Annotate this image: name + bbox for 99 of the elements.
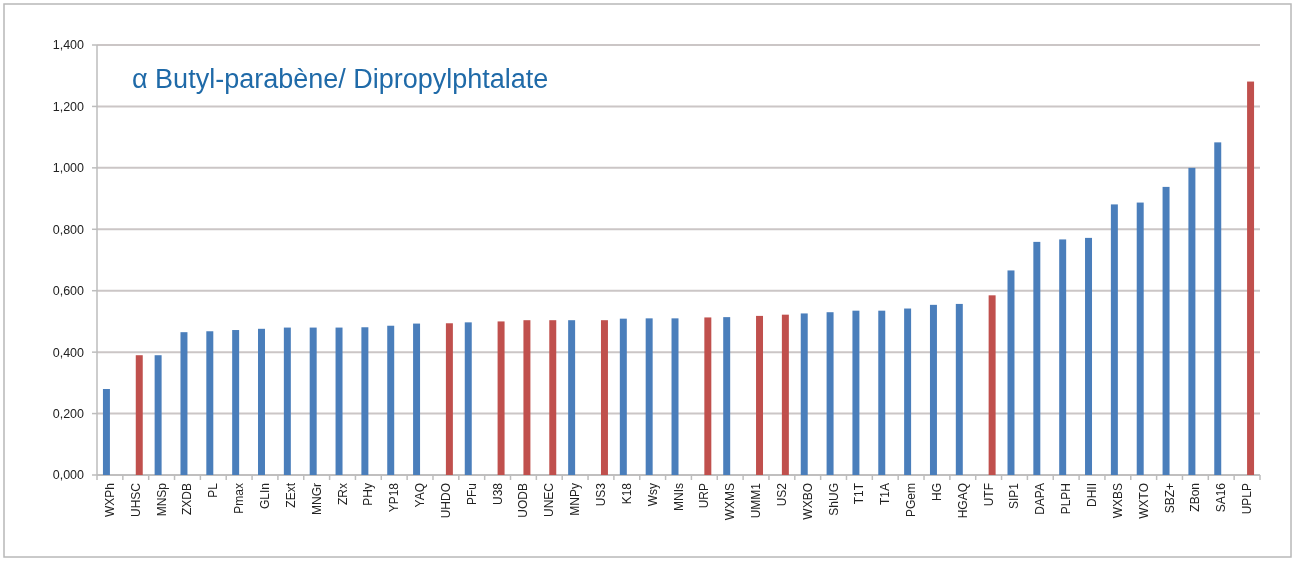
x-tick-label: HGAQ <box>955 483 970 519</box>
x-tick-label: Wsy <box>645 483 660 507</box>
x-tick-label: ShUG <box>826 483 841 516</box>
bar <box>1247 81 1255 475</box>
bar <box>1188 167 1196 475</box>
bar <box>180 332 188 475</box>
y-tick-label: 0,000 <box>52 468 85 483</box>
x-tick-label: MNPy <box>568 483 583 516</box>
bar <box>645 318 653 475</box>
bar <box>335 327 343 475</box>
bar <box>988 295 996 475</box>
x-tick-label: US2 <box>774 482 789 507</box>
x-tick-label: WXMS <box>723 483 738 521</box>
x-tick-label: WXPh <box>102 483 117 518</box>
x-tick-label: ZExt <box>283 482 298 508</box>
y-tick-label: 0,800 <box>52 222 85 237</box>
x-tick-label: HG <box>929 483 944 501</box>
x-tick-label: T1A <box>878 483 893 506</box>
x-tick-label: MNIs <box>671 483 686 511</box>
x-tick-label: UPLP <box>1240 483 1255 515</box>
x-tick-label: PL <box>206 482 221 498</box>
x-tick-label: DAPA <box>1033 483 1048 515</box>
x-tick-label: UNEC <box>542 482 557 518</box>
bar <box>756 315 764 475</box>
bar <box>413 323 421 475</box>
bar <box>258 328 265 475</box>
bar <box>929 304 937 475</box>
bar <box>1136 202 1144 475</box>
x-tick-label: SA16 <box>1214 482 1229 513</box>
bar <box>1059 239 1067 475</box>
bar <box>800 313 808 475</box>
x-tick-label: SIP1 <box>1007 482 1022 510</box>
bar <box>464 322 472 475</box>
x-tick-label: UHSC <box>128 482 143 518</box>
x-tick-label: UMM1 <box>749 482 764 519</box>
x-tick-label: Pmax <box>232 483 247 514</box>
bar <box>704 317 712 475</box>
text: α Butyl-parabène/ Dipropylphtalate <box>132 64 549 94</box>
bar <box>1214 142 1222 475</box>
bar <box>497 321 505 475</box>
bar <box>309 327 317 475</box>
x-tick-label: UHDO <box>438 483 453 519</box>
bar <box>523 320 531 475</box>
x-tick-label: WXBO <box>800 483 815 520</box>
x-tick-label: T1T <box>852 482 867 505</box>
x-tick-label: K18 <box>619 482 634 505</box>
bar <box>781 314 789 475</box>
x-tick-label: WXBS <box>1110 483 1125 519</box>
x-tick-label: GLIn <box>257 483 272 510</box>
bar <box>387 325 395 475</box>
x-tick-label: US3 <box>593 482 608 507</box>
x-tick-label: PHy <box>361 483 376 506</box>
x-tick-label: URP <box>697 483 712 509</box>
bar <box>671 318 679 475</box>
x-tick-label: PGem <box>904 483 919 518</box>
bar <box>1162 186 1170 475</box>
bar <box>283 327 291 475</box>
bar <box>723 317 731 475</box>
bar <box>852 310 860 475</box>
x-tick-label: ZRx <box>335 483 350 505</box>
bar <box>1007 270 1015 475</box>
bar <box>206 331 214 475</box>
bar <box>361 327 369 475</box>
x-tick-label: YP18 <box>387 482 402 513</box>
bar <box>1110 204 1118 475</box>
x-tick-label: ZXDB <box>180 483 195 516</box>
x-tick-label: U38 <box>490 482 505 506</box>
y-tick-label: 0,200 <box>52 406 85 421</box>
bar <box>600 320 608 475</box>
bar <box>549 320 557 475</box>
x-tick-label: UODB <box>516 483 531 518</box>
x-tick-label: SBZ+ <box>1162 483 1177 514</box>
x-tick-label: UTF <box>981 483 996 507</box>
bar <box>878 310 886 475</box>
y-tick-label: 1,000 <box>52 161 85 176</box>
y-tick-label: 0,600 <box>52 284 85 299</box>
bar <box>904 308 912 475</box>
x-tick-label: PLPH <box>1059 483 1074 515</box>
y-tick-label: 1,400 <box>52 38 85 53</box>
x-tick-label: DHII <box>1085 483 1100 507</box>
bar <box>1085 237 1093 475</box>
x-tick-label: MNSp <box>154 482 169 517</box>
x-tick-label: WXTO <box>1136 483 1151 519</box>
bar <box>568 320 576 475</box>
bar <box>955 303 963 475</box>
bar <box>619 318 627 475</box>
bar <box>826 312 834 475</box>
bar <box>102 389 110 475</box>
bar <box>445 323 453 475</box>
x-tick-label: MNGr <box>309 483 324 515</box>
x-tick-label: ZBon <box>1188 483 1203 512</box>
x-tick-label: PFu <box>464 483 479 506</box>
y-tick-label: 1,200 <box>52 99 85 114</box>
bar <box>1033 241 1041 475</box>
bar <box>135 355 143 475</box>
bar <box>154 355 162 475</box>
bar <box>232 330 240 475</box>
x-tick-label: YAQ <box>413 483 428 508</box>
y-tick-label: 0,400 <box>52 345 85 360</box>
